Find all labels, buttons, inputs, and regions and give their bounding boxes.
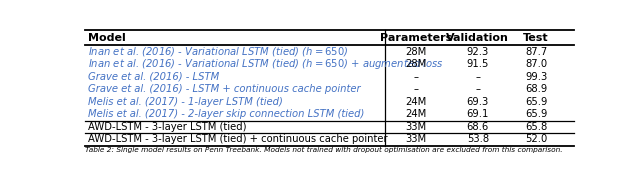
Text: 33M: 33M — [406, 135, 427, 145]
Text: Inan et al. (2016) - Variational LSTM (tied) ($h = 650$) + augmented loss: Inan et al. (2016) - Variational LSTM (t… — [88, 57, 444, 71]
Text: 99.3: 99.3 — [525, 72, 547, 82]
Text: 69.3: 69.3 — [467, 97, 489, 107]
Text: 65.8: 65.8 — [525, 122, 547, 132]
Text: Inan et al. (2016) - Variational LSTM (tied) ($h = 650$): Inan et al. (2016) - Variational LSTM (t… — [88, 45, 348, 58]
Text: 68.9: 68.9 — [525, 84, 547, 94]
Text: AWD-LSTM - 3-layer LSTM (tied) + continuous cache pointer: AWD-LSTM - 3-layer LSTM (tied) + continu… — [88, 135, 388, 145]
Text: –: – — [413, 84, 419, 94]
Text: AWD-LSTM - 3-layer LSTM (tied): AWD-LSTM - 3-layer LSTM (tied) — [88, 122, 246, 132]
Text: 28M: 28M — [406, 59, 427, 69]
Text: 69.1: 69.1 — [467, 109, 489, 119]
Text: 92.3: 92.3 — [467, 47, 489, 57]
Text: Melis et al. (2017) - 1-layer LSTM (tied): Melis et al. (2017) - 1-layer LSTM (tied… — [88, 97, 283, 107]
Text: Grave et al. (2016) - LSTM: Grave et al. (2016) - LSTM — [88, 72, 219, 82]
Text: 33M: 33M — [406, 122, 427, 132]
Text: 28M: 28M — [406, 47, 427, 57]
Text: –: – — [476, 72, 480, 82]
Text: Parameters: Parameters — [380, 33, 452, 43]
Text: 53.8: 53.8 — [467, 135, 489, 145]
Text: 87.7: 87.7 — [525, 47, 547, 57]
Text: Validation: Validation — [446, 33, 509, 43]
Text: 24M: 24M — [406, 97, 427, 107]
Text: Grave et al. (2016) - LSTM + continuous cache pointer: Grave et al. (2016) - LSTM + continuous … — [88, 84, 360, 94]
Text: –: – — [476, 84, 480, 94]
Text: 91.5: 91.5 — [467, 59, 489, 69]
Text: 52.0: 52.0 — [525, 135, 547, 145]
Text: Melis et al. (2017) - 2-layer skip connection LSTM (tied): Melis et al. (2017) - 2-layer skip conne… — [88, 109, 364, 119]
Text: 87.0: 87.0 — [525, 59, 547, 69]
Text: Test: Test — [524, 33, 549, 43]
Text: –: – — [413, 72, 419, 82]
Text: 65.9: 65.9 — [525, 109, 547, 119]
Text: 68.6: 68.6 — [467, 122, 489, 132]
Text: 65.9: 65.9 — [525, 97, 547, 107]
Text: 24M: 24M — [406, 109, 427, 119]
Text: Model: Model — [88, 33, 125, 43]
Text: Table 2: Single model results on Penn Treebank. Models not trained with dropout : Table 2: Single model results on Penn Tr… — [85, 147, 563, 153]
